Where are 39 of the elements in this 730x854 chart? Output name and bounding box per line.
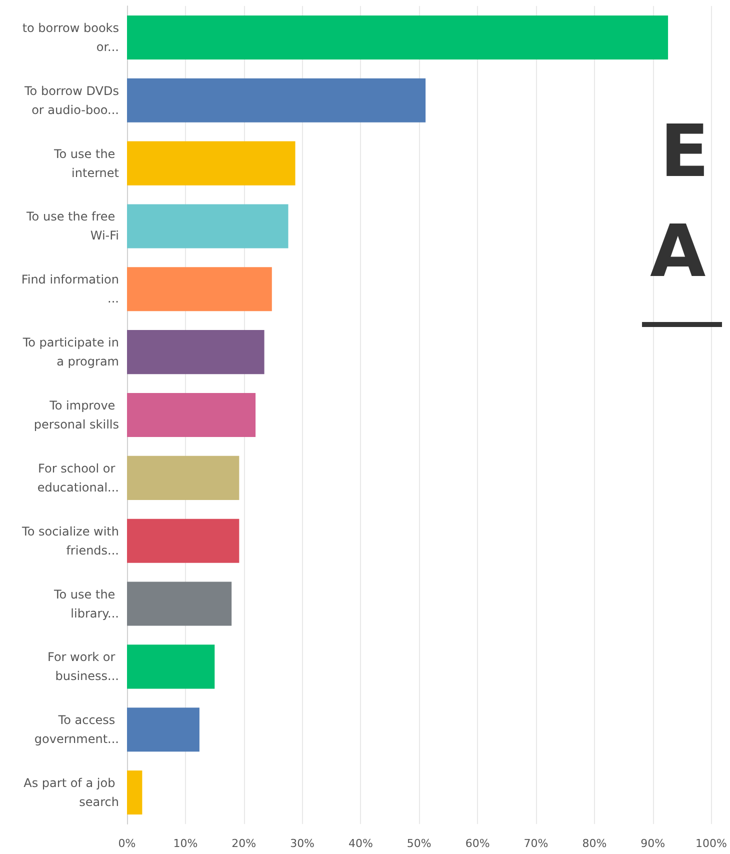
x-tick-label: 100% — [696, 837, 728, 850]
y-tick-label: To use the free Wi-Fi — [26, 210, 119, 243]
bar — [127, 708, 200, 752]
x-tick-label: 10% — [173, 837, 198, 850]
bar — [127, 582, 232, 626]
y-tick-label: to borrow books or... — [22, 20, 119, 54]
x-tick-label: 40% — [348, 837, 373, 850]
y-tick-label: As part of a job search — [24, 776, 119, 810]
annotation: A — [650, 209, 706, 293]
y-tick-label: To socialize with friends... — [21, 524, 119, 558]
bar — [127, 644, 215, 689]
bar — [127, 78, 426, 122]
x-tick-label: 60% — [465, 837, 490, 850]
x-tick-label: 20% — [232, 837, 256, 850]
bar — [127, 392, 256, 438]
y-tick-label: For work or business... — [47, 650, 119, 684]
x-tick-label: 0% — [118, 837, 136, 850]
y-tick-label: To use the internet — [52, 146, 120, 180]
bar — [127, 15, 668, 60]
bar — [127, 456, 240, 500]
y-tick-label: To improve personal skills — [34, 398, 119, 432]
bar — [127, 267, 272, 312]
x-tick-label: 50% — [406, 837, 432, 850]
x-tick-label: 90% — [640, 837, 666, 850]
bar — [127, 141, 296, 186]
bar — [127, 770, 142, 815]
bar — [127, 330, 264, 374]
annotation: E — [660, 109, 710, 193]
y-tick-label: Find information ... — [21, 272, 119, 306]
y-tick-label: To borrow DVDs or audio-boo... — [24, 84, 119, 117]
bar — [127, 204, 288, 248]
y-tick-label: To participate in a program — [22, 336, 119, 369]
y-tick-label: For school or educational... — [37, 461, 119, 494]
bar — [127, 518, 240, 563]
x-tick-label: 70% — [524, 837, 548, 850]
x-tick-label: 30% — [290, 837, 315, 850]
y-tick-label: To use the library... — [52, 587, 119, 620]
y-tick-label: To access government... — [34, 713, 119, 746]
x-tick-label: 80% — [582, 837, 607, 850]
